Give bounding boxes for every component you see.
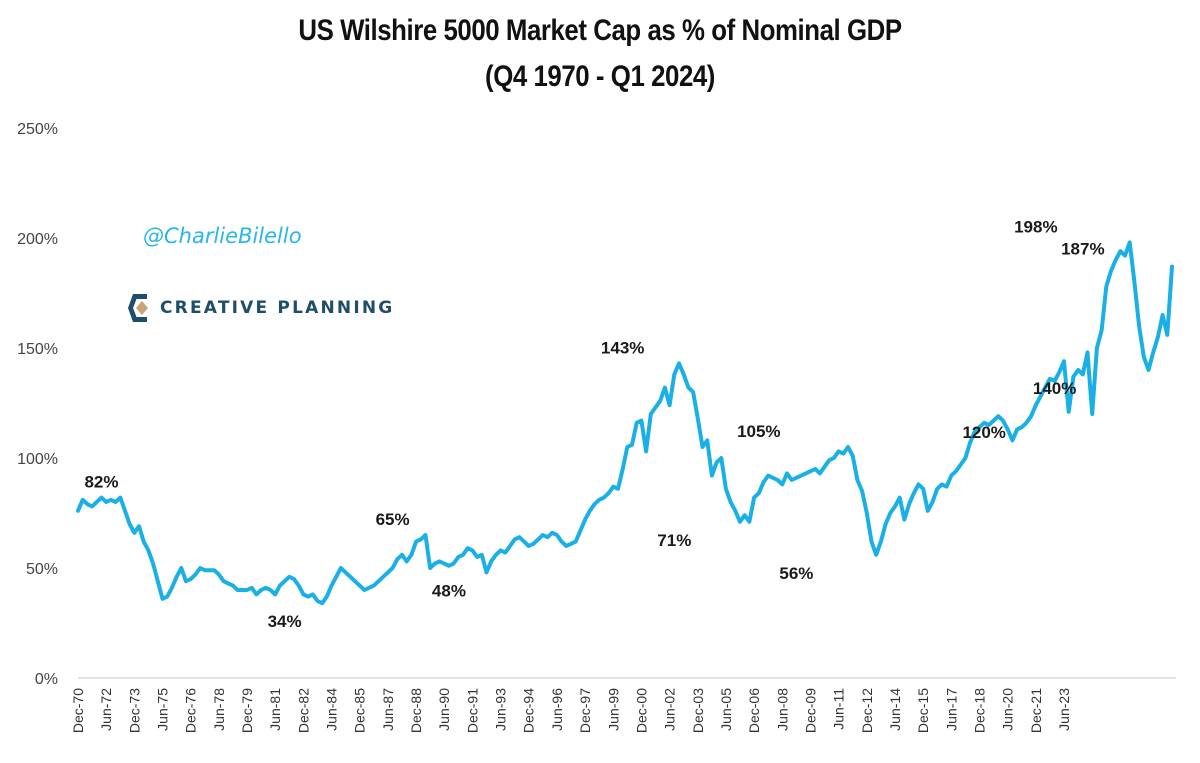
data-label: 140% — [1033, 379, 1076, 398]
x-tick-label: Dec-73 — [126, 688, 142, 733]
y-tick-label: 250% — [17, 121, 58, 138]
chart-title: US Wilshire 5000 Market Cap as % of Nomi… — [298, 14, 902, 47]
x-tick-label: Dec-21 — [1028, 688, 1044, 733]
data-label: 198% — [1014, 217, 1057, 236]
data-label: 56% — [779, 564, 813, 583]
x-tick-label: Jun-90 — [436, 688, 452, 731]
x-tick-label: Dec-88 — [408, 688, 424, 733]
creative-planning-logo: CREATIVE PLANNING — [126, 290, 394, 326]
x-tick-label: Jun-23 — [1056, 688, 1072, 731]
y-tick-label: 0% — [35, 671, 58, 688]
y-tick-label: 150% — [17, 341, 58, 358]
x-tick-label: Jun-72 — [98, 688, 114, 731]
x-tick-label: Jun-20 — [1000, 688, 1016, 731]
x-tick-label: Dec-97 — [577, 688, 593, 733]
x-tick-label: Dec-82 — [295, 688, 311, 733]
creative-planning-logo-icon — [128, 294, 148, 322]
data-label: 82% — [84, 473, 118, 492]
x-tick-label: Jun-99 — [605, 688, 621, 731]
x-tick-label: Dec-91 — [464, 688, 480, 733]
data-label: 71% — [657, 531, 691, 550]
x-tick-label: Dec-09 — [802, 688, 818, 733]
x-tick-label: Dec-70 — [70, 688, 86, 733]
x-tick-label: Jun-87 — [380, 688, 396, 731]
x-tick-label: Dec-79 — [239, 688, 255, 733]
x-tick-label: Jun-75 — [155, 688, 171, 731]
x-tick-label: Dec-94 — [521, 688, 537, 733]
y-tick-label: 200% — [17, 231, 58, 248]
data-label: 65% — [376, 510, 410, 529]
data-label: 48% — [432, 581, 466, 600]
x-tick-label: Jun-08 — [774, 688, 790, 731]
data-label: 187% — [1061, 240, 1104, 259]
y-axis: 0% 50% 100% 150% 200% 250% — [17, 121, 58, 688]
x-tick-label: Jun-17 — [943, 688, 959, 731]
x-tick-label: Dec-76 — [183, 688, 199, 733]
data-label: 143% — [601, 338, 644, 357]
x-tick-label: Dec-12 — [859, 688, 875, 733]
data-label: 34% — [268, 612, 302, 631]
x-tick-label: Jun-14 — [887, 688, 903, 731]
x-tick-label: Jun-02 — [662, 688, 678, 731]
data-label: 120% — [962, 423, 1005, 442]
y-tick-label: 100% — [17, 451, 58, 468]
data-label: 105% — [737, 422, 780, 441]
x-tick-label: Jun-11 — [831, 688, 847, 730]
x-tick-label: Dec-00 — [633, 688, 649, 733]
x-tick-label: Dec-03 — [690, 688, 706, 733]
x-tick-label: Dec-18 — [971, 688, 987, 733]
twitter-handle: @CharlieBilello — [143, 224, 302, 248]
x-axis: Dec-70 Jun-72 Dec-73 Jun-75 Dec-76 Jun-78 Dec-… — [70, 688, 1072, 733]
series-line — [76, 240, 1174, 606]
y-tick-label: 50% — [26, 561, 58, 578]
x-tick-label: Jun-84 — [324, 688, 340, 731]
x-tick-label: Jun-93 — [493, 688, 509, 731]
chart-subtitle: (Q4 1970 - Q1 2024) — [485, 60, 715, 93]
x-tick-label: Dec-06 — [746, 688, 762, 733]
data-labels: 82% 34% 65% 48% 143% 71% 105% 56% 120% 198% 140% 18… — [84, 217, 1104, 631]
x-tick-label: Jun-81 — [267, 688, 283, 731]
x-tick-label: Dec-85 — [352, 688, 368, 733]
x-tick-label: Jun-78 — [211, 688, 227, 731]
x-tick-label: Jun-05 — [718, 688, 734, 731]
x-tick-label: Dec-15 — [915, 688, 931, 733]
logo-text: CREATIVE PLANNING — [160, 298, 395, 318]
x-tick-label: Jun-96 — [549, 688, 565, 731]
